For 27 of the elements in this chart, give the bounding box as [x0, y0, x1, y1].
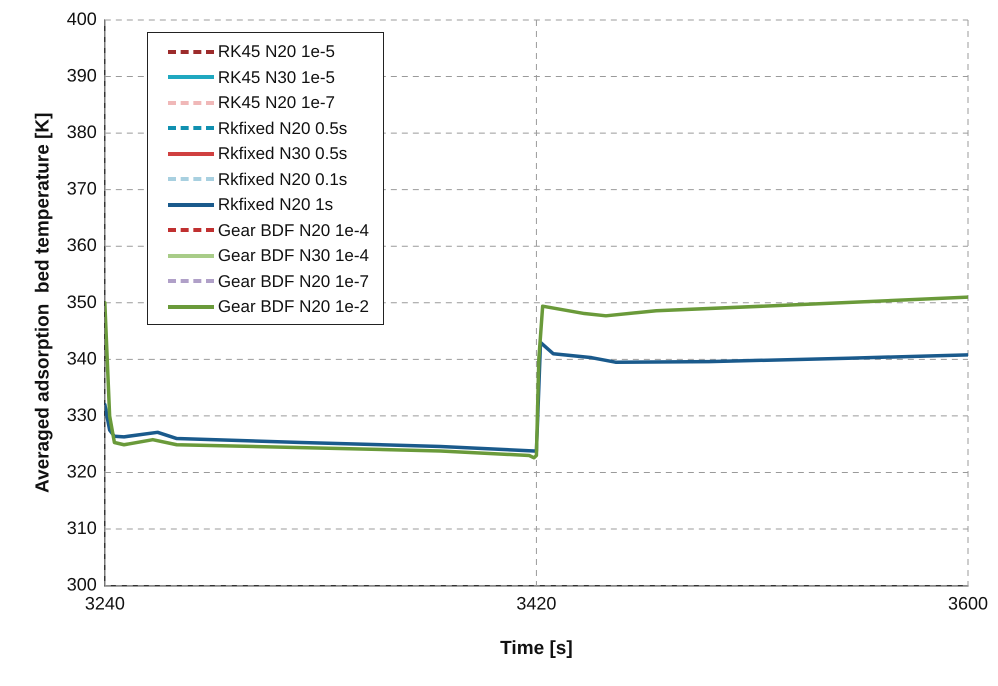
x-tick-label: 3420	[516, 593, 556, 614]
x-tick-label: 3240	[84, 593, 125, 614]
x-axis-title: Time [s]	[500, 638, 573, 659]
y-axis-title: Averaged adsorption bed temperature [K]	[32, 112, 54, 494]
y-tick-label: 360	[66, 235, 97, 256]
y-tick-label: 310	[66, 518, 97, 538]
legend-label: RK45 N20 1e-7	[218, 92, 336, 114]
y-tick-label: 350	[66, 292, 97, 312]
y-tick-label: 320	[66, 461, 97, 482]
legend-label: Rkfixed N20 1s	[218, 194, 334, 216]
legend-label: Gear BDF N20 1e-4	[218, 220, 370, 242]
y-tick-label: 340	[66, 348, 97, 368]
legend-label: RK45 N30 1e-5	[218, 66, 336, 88]
legend-label: RK45 N20 1e-5	[218, 41, 336, 63]
y-tick-label: 330	[66, 404, 97, 425]
legend-label: Rkfixed N20 0.5s	[218, 118, 348, 140]
legend-label: Gear BDF N20 1e-7	[218, 270, 370, 292]
legend-label: Rkfixed N30 0.5s	[218, 143, 348, 165]
y-tick-label: 400	[66, 8, 97, 29]
legend-label: Rkfixed N20 0.1s	[218, 168, 348, 190]
legend-label: Gear BDF N30 1e-4	[218, 245, 370, 267]
y-tick-label: 390	[66, 66, 97, 86]
y-tick-label: 380	[66, 122, 97, 142]
legend-label: Gear BDF N20 1e-2	[218, 296, 370, 318]
x-tick-label: 3600	[948, 593, 988, 614]
y-tick-label: 370	[66, 178, 97, 199]
y-tick-label: 300	[66, 574, 97, 595]
